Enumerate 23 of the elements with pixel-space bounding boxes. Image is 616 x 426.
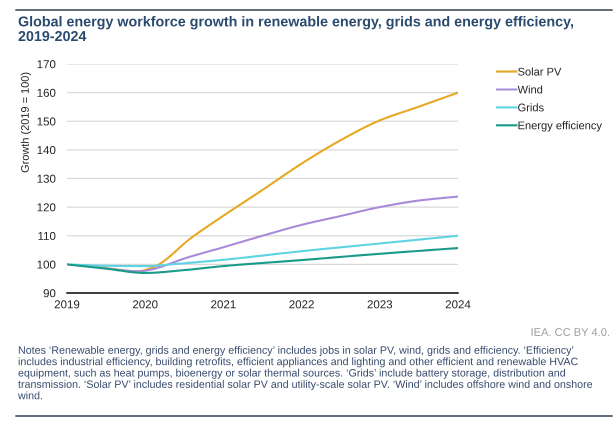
legend-label: Solar PV	[518, 67, 562, 76]
y-tick-label: 160	[38, 88, 56, 97]
x-tick-label: 2019	[54, 300, 80, 308]
x-tick-label: 2022	[289, 300, 314, 308]
chart-title: Global energy workforce growth in renewable energy, grids and energy efficiency, 2019-2024	[18, 16, 574, 42]
legend-label: Wind	[518, 85, 542, 94]
y-tick-label: 100	[38, 260, 56, 269]
x-tick-label: 2020	[132, 300, 158, 308]
y-tick-label: 90	[44, 289, 56, 298]
x-tick-label: 2021	[211, 300, 236, 308]
y-tick-label: 170	[38, 60, 56, 68]
y-tick-label: 140	[38, 146, 56, 154]
x-tick-label: 2024	[446, 300, 470, 308]
x-tick-label: 2023	[368, 300, 392, 308]
y-axis-title: Growth (2019 = 100)	[20, 72, 31, 172]
y-tick-label: 130	[38, 174, 56, 183]
y-tick-label: 150	[38, 117, 56, 126]
y-tick-label: 110	[38, 232, 56, 240]
legend-label: Energy efficiency	[518, 121, 602, 132]
y-tick-label: 120	[38, 203, 56, 212]
legend-label: Grids	[518, 103, 544, 112]
text: Notes ‘Renewable energy, grids and energy efficiency’ includes jobs in solar PV, wind, grids and efficiency. ‘Efficiency’ includes industrial efficiency, building retrofits, efficient appliances and lighting and other efficient and renewable HVAC equipment, such as heat pumps, bioenergy or solar thermal sources. ‘Grids’ include battery storage, distribution and transmission. ‘Solar PV’ includes residential solar PV and utility-scale solar PV. ‘Wind’ includes offshore wind and onshore wind.	[18, 346, 592, 400]
text: IEA. CC BY 4.0.	[532, 328, 609, 336]
